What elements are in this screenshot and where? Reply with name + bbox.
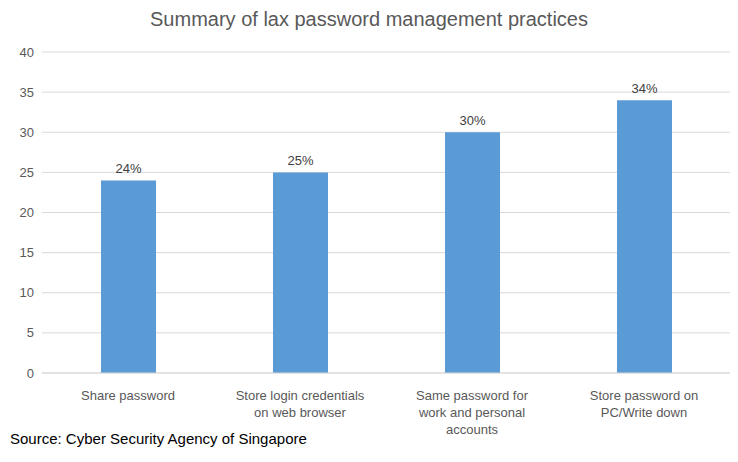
svg-text:0: 0 (27, 366, 34, 381)
html-text:Source: Cyber Security Agency: Source: Cyber Security Agency of Singapo… (10, 430, 307, 447)
svg-text:25%: 25% (287, 153, 313, 168)
html-text:Summary of lax password manage: Summary of lax password management pract… (150, 8, 588, 30)
svg-text:30%: 30% (459, 113, 485, 128)
svg-text:34%: 34% (631, 81, 657, 96)
svg-text:35: 35 (20, 85, 34, 100)
svg-text:15: 15 (20, 245, 34, 260)
svg-text:30: 30 (20, 125, 34, 140)
svg-text:5: 5 (27, 325, 34, 340)
svg-text:Store login credentialson web: Store login credentialson web browser (236, 388, 365, 420)
svg-text:25: 25 (20, 165, 34, 180)
svg-text:40: 40 (20, 45, 34, 60)
svg-text:24%: 24% (115, 161, 141, 176)
svg-text:Same password forwork and pers: Same password forwork and personalaccoun… (416, 388, 529, 437)
svg-text:20: 20 (20, 205, 34, 220)
svg-text:10: 10 (20, 285, 34, 300)
svg-text:Store password onPC/Write down: Store password onPC/Write down (590, 388, 698, 420)
svg-text:Share password: Share password (81, 388, 175, 403)
